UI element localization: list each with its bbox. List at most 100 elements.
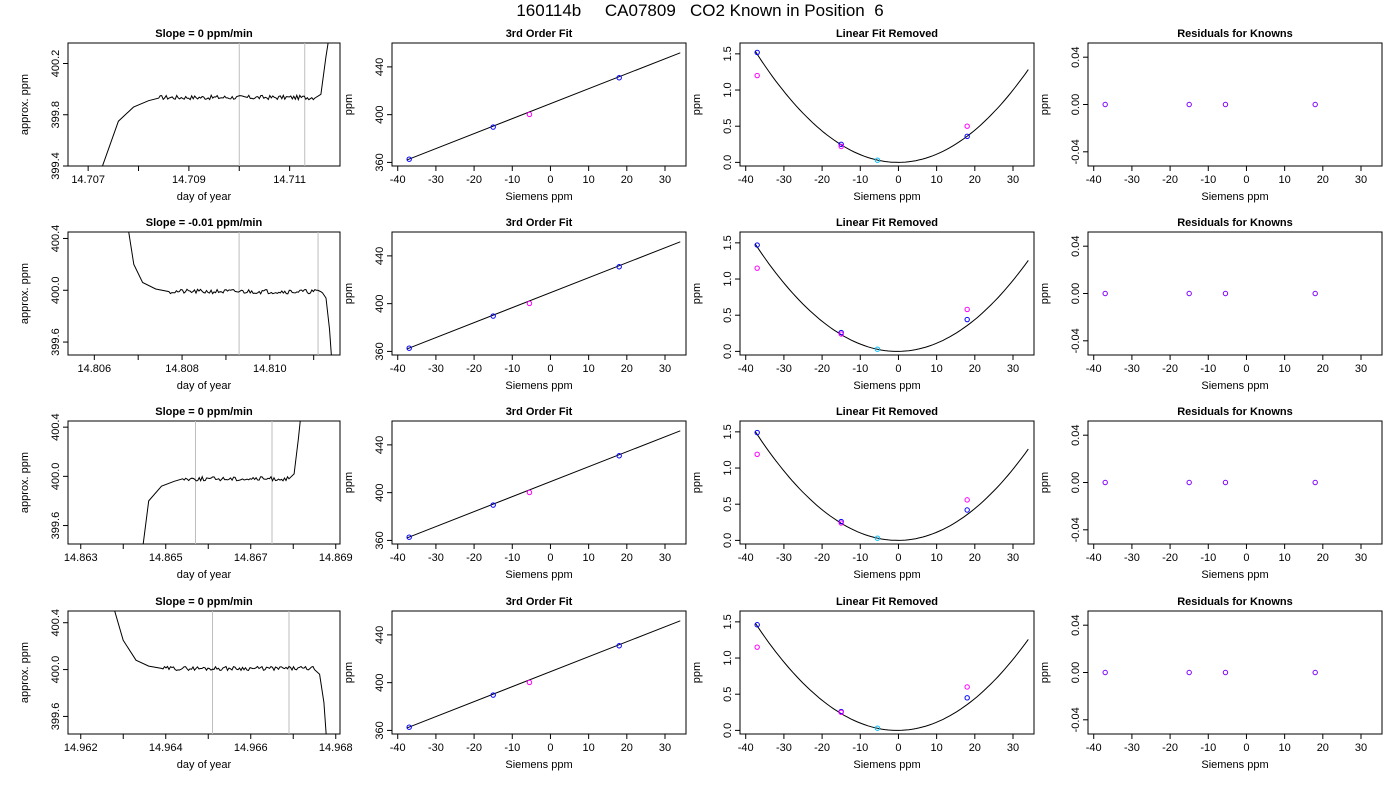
y-tick-label: 1.5 xyxy=(722,46,734,61)
x-tick-label: 30 xyxy=(1355,174,1367,186)
y-axis-label: ppm xyxy=(343,94,355,115)
y-axis-label: ppm xyxy=(343,662,355,683)
panel-r1-fit: 3rd Order Fit -40 -30 -20 -10 0 10 20 30 360 400 44… xyxy=(343,28,687,203)
data-point xyxy=(964,306,970,313)
plot-area xyxy=(754,429,1029,541)
x-tick-label: 20 xyxy=(621,552,633,564)
x-tick-label: 20 xyxy=(621,363,633,375)
panel-r3-fit: 3rd Order Fit -40 -30 -20 -10 0 10 20 30 360 400 44… xyxy=(343,406,687,581)
data-point xyxy=(874,535,881,541)
x-tick-label: 10 xyxy=(1279,552,1291,564)
panel-r4-time: Slope = 0 ppm/min 14.962 14.964 14.966 14.96… xyxy=(19,596,353,771)
x-tick-label: -40 xyxy=(390,363,406,375)
fit-line xyxy=(407,241,681,350)
x-tick-label: 14.711 xyxy=(273,174,306,186)
panel-r4-fit: 3rd Order Fit -40 -30 -20 -10 0 10 20 30 360 400 44… xyxy=(343,596,687,771)
data-point xyxy=(754,265,760,271)
plot-area xyxy=(101,43,329,166)
plot-area xyxy=(406,52,681,162)
plot-frame xyxy=(391,42,687,167)
data-point xyxy=(1186,101,1192,108)
data-point xyxy=(754,622,760,628)
x-tick-label: 30 xyxy=(659,552,671,564)
y-tick-label: 400 xyxy=(374,105,386,123)
x-tick-label: -30 xyxy=(428,552,444,564)
y-axis-label: ppm xyxy=(691,472,703,493)
fit-line xyxy=(407,52,681,161)
panel-r4-lin: Linear Fit Removed -40 -30 -20 -10 0 10 20 30 0.0… xyxy=(691,596,1035,771)
x-tick-label: 14.810 xyxy=(253,363,287,375)
plot-frame xyxy=(391,231,687,356)
plot-frame xyxy=(67,42,341,167)
plot-frame xyxy=(739,610,1035,735)
plot-area xyxy=(406,430,681,540)
plot-area xyxy=(128,232,332,355)
x-tick-label: -20 xyxy=(814,174,830,186)
x-tick-label: -20 xyxy=(1162,363,1178,375)
panel-r2-time: Slope = -0.01 ppm/min 14.806 14.808 14.810 3… xyxy=(19,217,341,392)
x-tick-label: -40 xyxy=(390,742,406,754)
x-tick-label: 14.869 xyxy=(319,552,353,564)
x-tick-label: -20 xyxy=(814,552,830,564)
panel-title: 3rd Order Fit xyxy=(506,596,573,608)
x-tick-label: -30 xyxy=(428,363,444,375)
plot-frame xyxy=(391,610,687,735)
ppm-trace xyxy=(142,421,301,544)
x-tick-label: 10 xyxy=(1279,363,1291,375)
x-tick-label: -30 xyxy=(776,363,792,375)
y-tick-label: 360 xyxy=(374,153,386,171)
x-tick-label: 14.964 xyxy=(149,742,183,754)
plot-frame xyxy=(739,420,1035,545)
x-tick-label: 14.962 xyxy=(64,742,98,754)
y-tick-label: 0.0 xyxy=(722,155,734,170)
fit-line xyxy=(407,620,681,729)
x-tick-label: 30 xyxy=(659,742,671,754)
x-axis-label: Siemens ppm xyxy=(505,759,572,771)
data-point xyxy=(1222,479,1229,486)
panel-r3-lin: Linear Fit Removed -40 -30 -20 -10 0 10 20 30 0.0… xyxy=(691,406,1035,581)
data-point xyxy=(526,111,533,118)
y-axis-label: ppm xyxy=(343,472,355,493)
data-point xyxy=(754,451,760,457)
x-tick-label: 0 xyxy=(1243,552,1249,564)
y-tick-label: 440 xyxy=(374,626,386,644)
x-tick-label: -10 xyxy=(504,363,520,375)
x-tick-label: 0 xyxy=(547,552,553,564)
x-axis-label: Siemens ppm xyxy=(1201,380,1268,392)
plot-area xyxy=(754,622,1029,731)
x-tick-label: -20 xyxy=(466,174,482,186)
data-point xyxy=(874,346,881,352)
data-point xyxy=(406,724,412,730)
y-tick-label: 400.0 xyxy=(50,276,62,304)
plot-frame xyxy=(67,610,341,735)
y-tick-label: -0.04 xyxy=(1070,707,1082,732)
data-point xyxy=(526,489,533,496)
panel-r1-time: Slope = 0 ppm/min 14.707 14.709 14.711 399.4… xyxy=(19,28,341,203)
data-point xyxy=(838,331,844,337)
x-tick-label: -20 xyxy=(1162,174,1178,186)
quadratic-curve xyxy=(754,243,1029,352)
x-tick-label: -30 xyxy=(428,174,444,186)
y-tick-label: 0.5 xyxy=(722,687,734,702)
panel-title: Slope = 0 ppm/min xyxy=(155,596,253,608)
x-tick-label: -10 xyxy=(1200,552,1216,564)
y-tick-label: 400.4 xyxy=(50,609,62,637)
x-tick-label: -40 xyxy=(390,174,406,186)
data-point xyxy=(1312,479,1318,486)
data-point xyxy=(1222,101,1229,108)
x-tick-label: -30 xyxy=(1124,174,1140,186)
x-tick-label: -30 xyxy=(776,742,792,754)
data-point xyxy=(964,684,970,690)
panel-title: 3rd Order Fit xyxy=(506,28,573,40)
x-tick-label: 30 xyxy=(1007,174,1019,186)
y-tick-label: 440 xyxy=(374,436,386,454)
data-point xyxy=(838,143,844,150)
x-tick-label: 20 xyxy=(969,174,981,186)
x-tick-label: 20 xyxy=(621,742,633,754)
y-tick-label: 400.4 xyxy=(50,225,62,253)
y-tick-label: 0.5 xyxy=(722,497,734,512)
y-tick-label: 400.4 xyxy=(50,413,62,441)
x-tick-label: -10 xyxy=(504,742,520,754)
data-point xyxy=(1312,290,1318,297)
x-tick-label: -10 xyxy=(852,363,868,375)
